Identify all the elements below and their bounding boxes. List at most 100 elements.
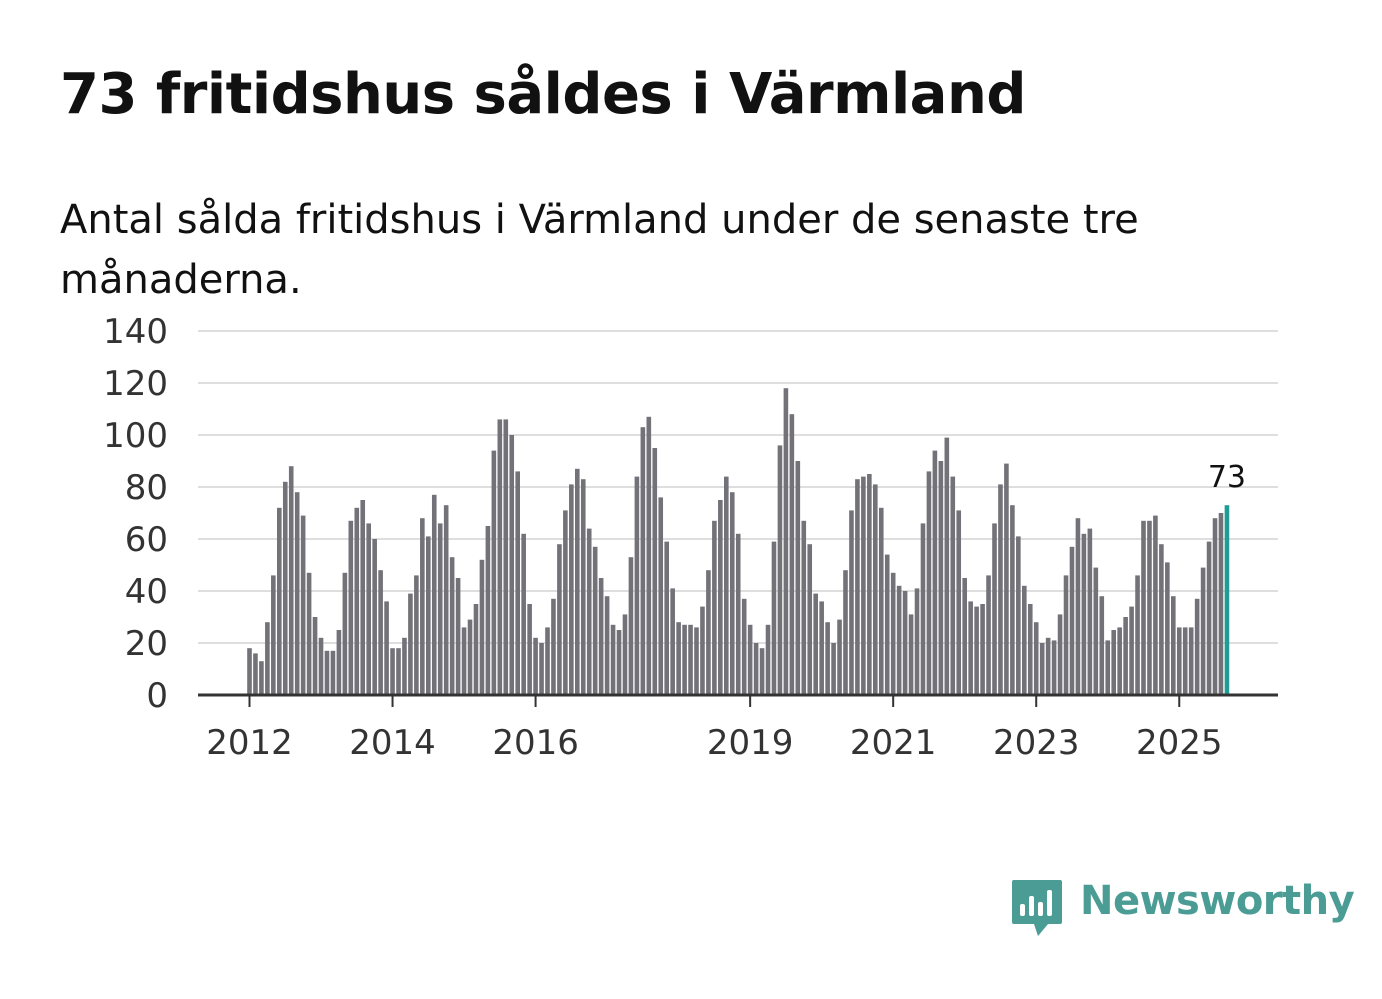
bar [1010, 505, 1015, 695]
bar [1224, 505, 1230, 695]
bar [1099, 596, 1105, 695]
bar [318, 637, 324, 695]
bar [372, 539, 377, 695]
bar [992, 523, 997, 695]
bar [950, 476, 956, 695]
bar [300, 515, 306, 695]
bar [664, 541, 669, 695]
bar [414, 575, 419, 695]
bar [509, 435, 515, 695]
bar [658, 497, 664, 695]
bar [694, 627, 699, 695]
bar [1129, 606, 1134, 695]
bar [682, 624, 687, 695]
bar [408, 593, 413, 695]
bar [676, 622, 681, 695]
x-tick-label: 2021 [850, 723, 937, 763]
bar [259, 661, 264, 695]
bar [604, 596, 610, 695]
bar [1051, 640, 1057, 695]
bar [342, 572, 348, 695]
bar [1117, 627, 1122, 695]
bar [1093, 567, 1099, 695]
bar [783, 388, 789, 695]
bar [1147, 520, 1152, 695]
bar [902, 591, 908, 695]
y-tick-label: 0 [146, 676, 168, 716]
bar [390, 648, 395, 695]
bar [503, 419, 509, 695]
bar [873, 484, 878, 695]
bar [1033, 622, 1039, 695]
bar [849, 510, 854, 695]
bar [861, 476, 866, 695]
y-tick-label: 60 [125, 520, 168, 560]
bar [1039, 643, 1045, 695]
bar [741, 598, 747, 695]
y-axis-labels: 0 20 40 60 80 100 120 140 [103, 312, 168, 716]
bar [1212, 518, 1218, 695]
bar [396, 648, 401, 695]
bar [271, 575, 276, 695]
bar [1206, 541, 1212, 695]
bar [1153, 515, 1158, 695]
bar [378, 570, 383, 695]
bar [1016, 536, 1021, 695]
bar [795, 461, 801, 695]
bar [282, 481, 288, 695]
bar [831, 643, 836, 695]
bar [455, 578, 461, 695]
bar [974, 606, 979, 695]
bar [1105, 640, 1111, 695]
y-tick-label: 80 [125, 468, 168, 508]
bar [867, 474, 872, 695]
bar [515, 471, 520, 695]
bar [366, 523, 371, 695]
bar [1063, 575, 1069, 695]
bar [1004, 463, 1009, 695]
bar [461, 627, 467, 695]
bar [729, 492, 735, 695]
bar [944, 437, 950, 695]
bar [545, 627, 550, 695]
bar [324, 650, 330, 695]
bar [920, 523, 926, 695]
bar [878, 507, 884, 695]
bar [247, 648, 252, 695]
bar [968, 601, 973, 695]
y-tick-label: 40 [125, 572, 168, 612]
bar [580, 479, 586, 695]
bar [843, 570, 848, 695]
bar [265, 622, 270, 695]
bar [1176, 627, 1182, 695]
bar [563, 510, 568, 695]
bar [497, 419, 503, 695]
bar [807, 544, 813, 695]
annotations: 73 [1208, 460, 1246, 495]
bar [306, 572, 312, 695]
bar [277, 507, 282, 695]
bar [622, 614, 628, 695]
bar [735, 533, 741, 695]
bar [932, 450, 938, 695]
bar [569, 484, 574, 695]
bar [914, 588, 920, 695]
bar [771, 541, 777, 695]
bar [962, 578, 967, 695]
bar [718, 500, 723, 695]
bar [610, 624, 616, 695]
bar [747, 624, 753, 695]
bar [592, 546, 598, 695]
bar [890, 572, 896, 695]
bar [1188, 627, 1194, 695]
bar [1111, 630, 1116, 695]
bar [1182, 627, 1188, 695]
bar [884, 554, 890, 695]
bar [688, 624, 693, 695]
bar [1200, 567, 1206, 695]
bar [753, 643, 759, 695]
y-tick-label: 140 [103, 312, 168, 352]
bar [1159, 544, 1164, 695]
bar [789, 414, 795, 695]
